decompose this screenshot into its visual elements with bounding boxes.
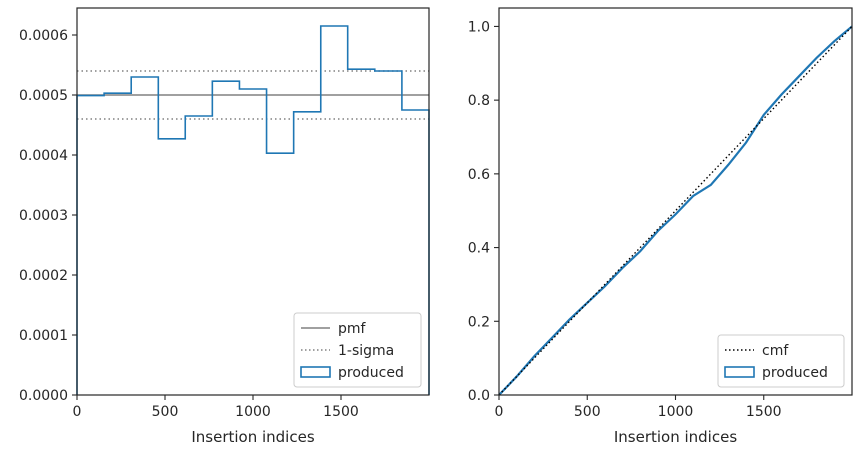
cmf-x-axis-label: Insertion indices — [614, 428, 737, 446]
produced-histogram-step — [76, 25, 430, 395]
cmf-y-tick-label: 0.2 — [468, 314, 490, 330]
cmf-x-tick-label: 1500 — [746, 404, 782, 420]
cmf-y-tick-label: 0.8 — [468, 93, 490, 109]
cmf-x-ticks: 0 500 1000 1500 — [495, 395, 782, 420]
pmf-x-axis-label: Insertion indices — [191, 428, 314, 446]
pmf-x-tick-label: 0 — [73, 404, 82, 420]
pmf-y-tick-label: 0.0005 — [19, 88, 68, 104]
pmf-legend-box — [293, 312, 422, 388]
pmf-legend-label: produced — [338, 365, 404, 381]
cmf-y-tick-label: 0.4 — [468, 241, 490, 257]
pmf-legend: pmf 1-sigma produced — [293, 312, 422, 388]
pmf-y-tick-label: 0.0002 — [19, 268, 68, 284]
pmf-y-tick-label: 0.0006 — [19, 28, 68, 44]
pmf-legend-swatch — [300, 366, 331, 378]
pmf-x-tick-label: 500 — [152, 404, 179, 420]
pmf-y-tick-label: 0.0004 — [19, 148, 68, 164]
cmf-x-tick-label: 500 — [574, 404, 601, 420]
cmf-legend-swatch — [724, 366, 755, 378]
cmf-x-tick-label: 1000 — [658, 404, 694, 420]
cmf-y-tick-label: 0.6 — [468, 167, 490, 183]
produced-cmf-line — [498, 25, 853, 396]
cmf-y-tick-label: 0.0 — [468, 388, 490, 404]
pmf-x-tick-label: 1500 — [323, 404, 359, 420]
cmf-legend: cmf produced — [717, 334, 845, 388]
cmf-plot-area — [498, 25, 853, 396]
pmf-y-tick-label: 0.0003 — [19, 208, 68, 224]
cmf-legend-label: produced — [762, 365, 828, 381]
cmf-x-tick-label: 0 — [495, 404, 504, 420]
cmf-y-tick-label: 1.0 — [468, 19, 490, 35]
pmf-y-ticks: 0.0000 0.0001 0.0002 0.0003 0.0004 0.0005 0.00… — [19, 28, 77, 404]
pmf-legend-label: 1-sigma — [338, 343, 394, 359]
cmf-chart: 0 500 1000 1500 0.0 0.2 0.4 0.6 0.8 1.0 Insertio… — [468, 7, 853, 446]
cmf-legend-box — [717, 334, 845, 388]
pmf-y-tick-label: 0.0000 — [19, 388, 68, 404]
pmf-x-tick-label: 1000 — [235, 404, 271, 420]
pmf-x-ticks: 0 500 1000 1500 — [73, 395, 359, 420]
cmf-line — [498, 25, 853, 396]
pmf-legend-label: pmf — [338, 321, 367, 337]
pmf-y-tick-label: 0.0001 — [19, 328, 68, 344]
cmf-legend-label: cmf — [762, 343, 789, 359]
cmf-y-ticks: 0.0 0.2 0.4 0.6 0.8 1.0 — [468, 19, 499, 404]
pmf-histogram-chart: 0 500 1000 1500 0.00000.00010.00020.00030.0… — [19, 7, 430, 446]
pmf-plot-area — [76, 25, 430, 395]
